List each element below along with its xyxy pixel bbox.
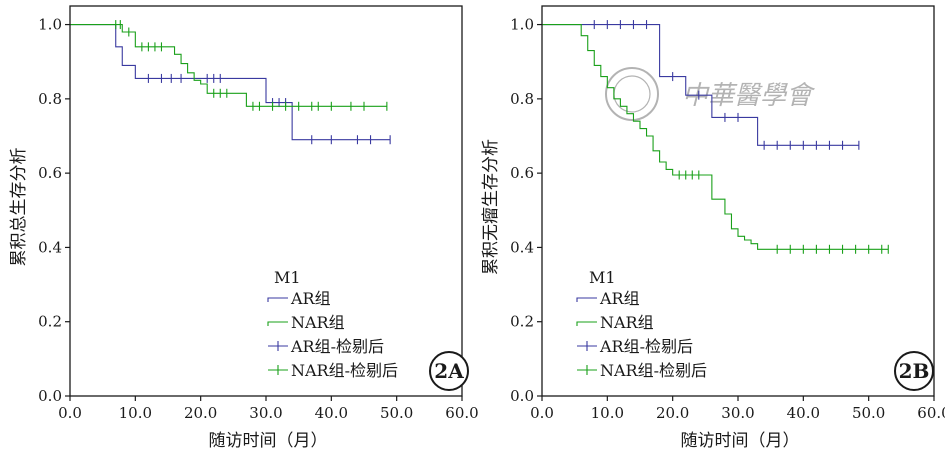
x-tick-label-2a: 50.0 xyxy=(380,404,413,422)
x-tick-label-2a: 20.0 xyxy=(184,404,217,422)
legend-swatch-ar-censored-2a xyxy=(268,341,288,351)
ticks-2a: 0.0 10.0 20.0 30.0 40.0 50.0 60.0 0.0 0.2 0.4 0.6 0… xyxy=(38,16,479,422)
watermark-seal-icon xyxy=(605,67,659,121)
x-tick-label-2a: 30.0 xyxy=(249,404,282,422)
y-axis-title-2b: 累积无瘤生存分析 xyxy=(481,139,501,275)
x-tick-label-2a: 60.0 xyxy=(445,404,478,422)
legend-2a: M1 AR组 NAR组 AR组-检剔后 NAR组-检剔后 xyxy=(267,268,398,380)
y-tick-label-2a: 0.8 xyxy=(38,90,62,108)
legend-label-ar-2a: AR组 xyxy=(290,289,331,308)
series-2a xyxy=(70,20,391,145)
panel-badge-label-2a: 2A xyxy=(434,359,464,383)
x-tick-label-2b: 0.0 xyxy=(530,404,554,422)
legend-item-nar-censored-2b: NAR组-检剔后 xyxy=(577,361,707,380)
x-tick-label-2a: 0.0 xyxy=(58,404,82,422)
y-tick-label-2a: 0.4 xyxy=(38,238,62,256)
survival-line-nar-2a xyxy=(70,24,387,107)
legend-item-nar-2b: NAR组 xyxy=(576,313,654,332)
y-tick-label-2a: 0.0 xyxy=(38,387,62,405)
x-tick-label-2b: 10.0 xyxy=(591,404,624,422)
legend-label-ar-2b: AR组 xyxy=(599,289,640,308)
panel-2a: 累积总生存分析 随访时间（月） 0.0 10.0 20.0 30.0 40.0 50.0 6… xyxy=(9,5,479,451)
legend-swatch-nar-censored-2a xyxy=(268,365,288,375)
panel-badge-2a: 2A xyxy=(429,351,469,391)
legend-swatch-ar-censored-2b xyxy=(577,341,597,351)
legend-item-ar-censored-2b: AR组-检剔后 xyxy=(577,337,693,356)
x-tick-label-2b: 50.0 xyxy=(852,404,885,422)
y-tick-label-2a: 0.2 xyxy=(38,313,62,331)
legend-swatch-ar-2a xyxy=(267,297,288,302)
legend-2b: M1 AR组 NAR组 AR组-检剔后 NAR组-检剔后 xyxy=(576,268,707,380)
legend-swatch-ar-2b xyxy=(576,297,597,302)
panel-badge-2b: 2B xyxy=(894,351,934,391)
x-tick-label-2a: 40.0 xyxy=(315,404,348,422)
x-tick-label-2b: 20.0 xyxy=(656,404,689,422)
y-tick-label-2a: 1.0 xyxy=(38,16,62,34)
legend-label-nar-censored-2b: NAR组-检剔后 xyxy=(600,361,707,380)
legend-item-ar-2a: AR组 xyxy=(267,289,331,308)
y-tick-label-2b: 0.4 xyxy=(510,238,534,256)
legend-title-2b: M1 xyxy=(589,268,616,287)
legend-label-ar-censored-2a: AR组-检剔后 xyxy=(290,337,384,356)
y-tick-label-2a: 0.6 xyxy=(38,164,62,182)
x-tick-label-2b: 30.0 xyxy=(721,404,754,422)
y-tick-label-2b: 0.0 xyxy=(510,387,534,405)
ticks-2b: 0.0 10.0 20.0 30.0 40.0 50.0 60.0 0.0 0.2 0.4 0.6 0… xyxy=(510,16,945,422)
legend-label-nar-2b: NAR组 xyxy=(600,313,654,332)
watermark: 中華醫學會 xyxy=(605,67,816,121)
panel-badge-label-2b: 2B xyxy=(899,359,930,383)
watermark-text: 中華醫學會 xyxy=(682,81,816,111)
legend-item-nar-censored-2a: NAR组-检剔后 xyxy=(268,361,398,380)
x-axis-title-2a: 随访时间（月） xyxy=(209,431,328,451)
legend-item-ar-censored-2a: AR组-检剔后 xyxy=(268,337,384,356)
series-2b xyxy=(542,20,889,254)
legend-label-nar-censored-2a: NAR组-检剔后 xyxy=(291,361,398,380)
legend-label-nar-2a: NAR组 xyxy=(291,313,345,332)
legend-item-ar-2b: AR组 xyxy=(576,289,640,308)
y-tick-label-2b: 0.6 xyxy=(510,164,534,182)
plot-frame-2b xyxy=(541,5,935,397)
y-tick-label-2b: 1.0 xyxy=(510,16,534,34)
panel-2b: 累积无瘤生存分析 随访时间（月） 0.0 10.0 20.0 30.0 40.0 50.0… xyxy=(481,5,945,451)
x-axis-title-2b: 随访时间（月） xyxy=(681,431,800,451)
watermark-seal-inner-icon xyxy=(613,75,651,113)
legend-label-ar-censored-2b: AR组-检剔后 xyxy=(599,337,693,356)
legend-item-nar-2a: NAR组 xyxy=(267,313,345,332)
legend-swatch-nar-2b xyxy=(576,321,597,326)
survival-line-nar-2b xyxy=(542,24,889,250)
plot-frame-2a xyxy=(69,5,463,397)
survival-line-ar-2a xyxy=(70,24,391,141)
x-tick-label-2b: 40.0 xyxy=(787,404,820,422)
legend-swatch-nar-censored-2b xyxy=(577,365,597,375)
x-tick-label-2b: 60.0 xyxy=(917,404,945,422)
y-axis-title-2a: 累积总生存分析 xyxy=(9,148,29,267)
legend-swatch-nar-2a xyxy=(267,321,288,326)
x-tick-label-2a: 10.0 xyxy=(119,404,152,422)
y-tick-label-2b: 0.2 xyxy=(510,313,534,331)
y-tick-label-2b: 0.8 xyxy=(510,90,534,108)
legend-title-2a: M1 xyxy=(274,268,301,287)
